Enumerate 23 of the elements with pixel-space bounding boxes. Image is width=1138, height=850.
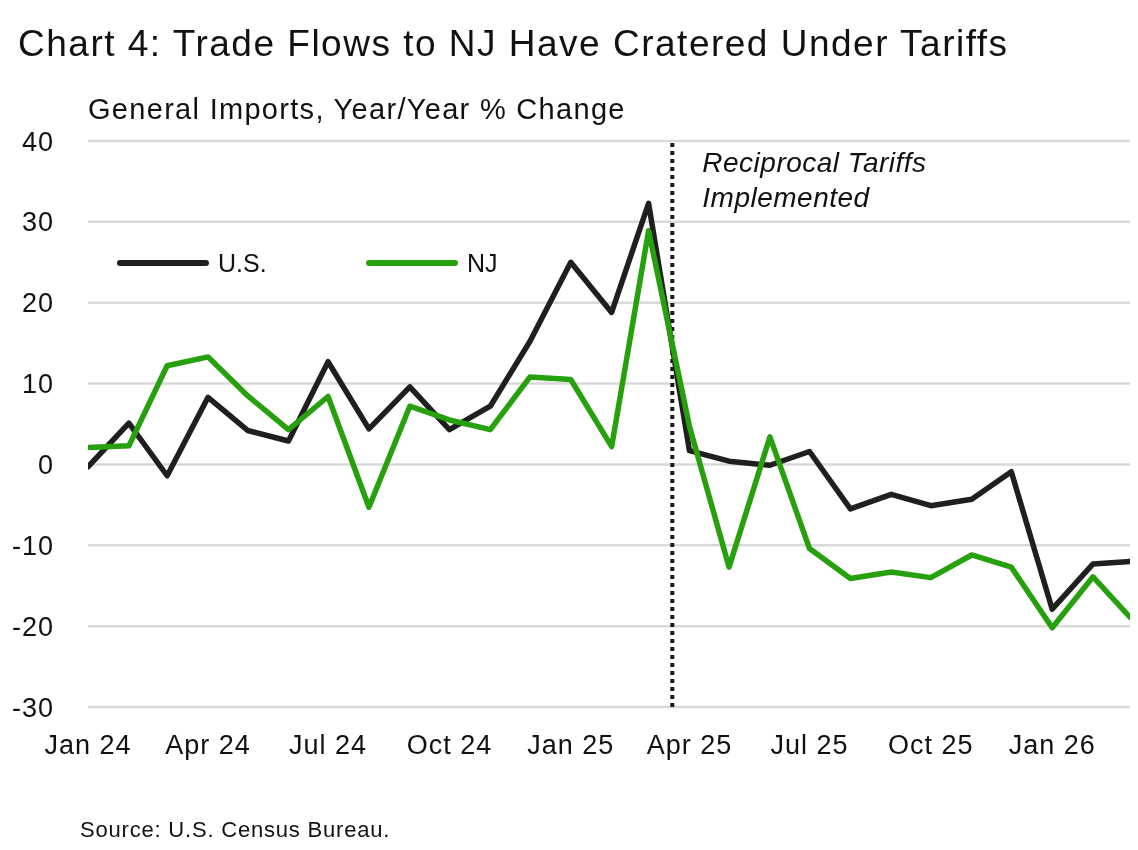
y-tick-label: -20 xyxy=(11,611,54,642)
y-tick-label: 0 xyxy=(37,450,54,481)
y-tick-label: 30 xyxy=(21,207,54,238)
chart-title: Chart 4: Trade Flows to NJ Have Cratered Under Tariffs xyxy=(18,22,1009,66)
x-tick-label: Apr 25 xyxy=(646,730,733,761)
y-tick-label: -10 xyxy=(11,530,54,561)
x-tick-label: Jul 24 xyxy=(289,730,368,761)
x-tick-label: Jan 26 xyxy=(1008,730,1096,761)
x-tick-label: Oct 25 xyxy=(888,730,974,761)
x-tick-label: Oct 24 xyxy=(406,730,493,761)
y-tick-label: 40 xyxy=(21,126,54,157)
source-note: Source: U.S. Census Bureau. xyxy=(80,817,391,843)
y-tick-label: 20 xyxy=(21,288,54,319)
x-tick-label: Jul 25 xyxy=(770,730,849,761)
x-tick-label: Jan 24 xyxy=(44,730,132,761)
legend-label: NJ xyxy=(467,248,498,278)
y-tick-label: -30 xyxy=(11,692,54,723)
y-tick-label: 10 xyxy=(21,369,54,400)
x-tick-label: Jan 25 xyxy=(527,730,615,761)
x-tick-label: Apr 24 xyxy=(165,730,251,761)
legend-label: U.S. xyxy=(218,248,267,278)
ref-line-label: Reciprocal Tariffs Implemented xyxy=(702,147,927,213)
y-axis-title: General Imports, Year/Year % Change xyxy=(88,92,626,126)
